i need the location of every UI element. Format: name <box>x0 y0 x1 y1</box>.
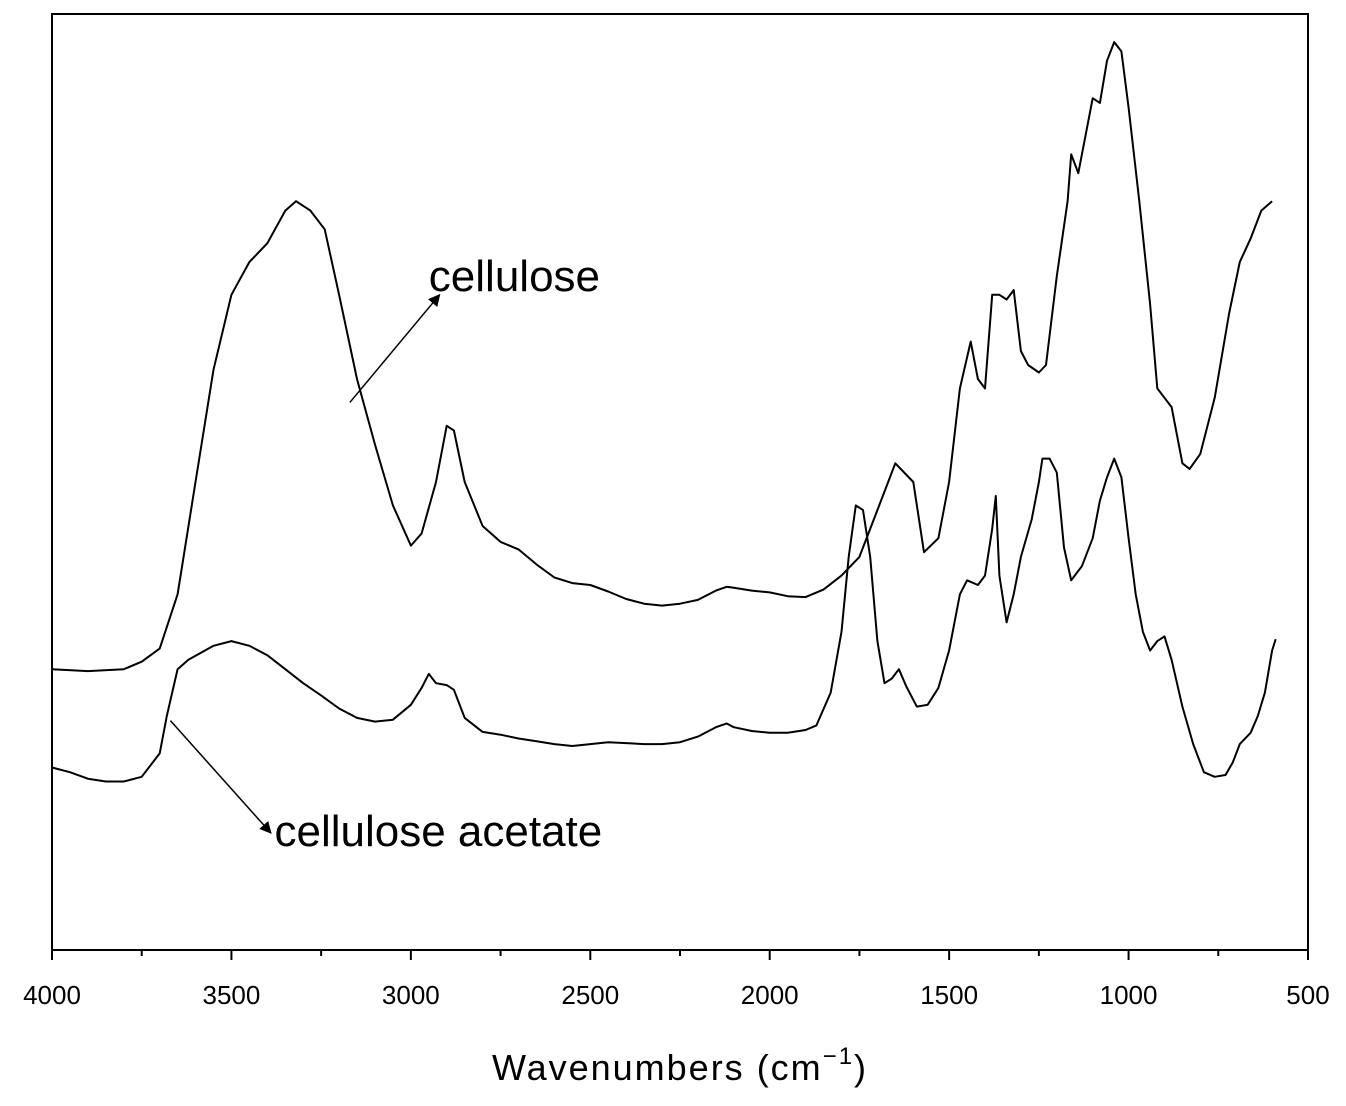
x-axis-title-suffix: ) <box>854 1047 868 1088</box>
arrow-cellulose <box>349 293 441 403</box>
x-tick-label-4000: 4000 <box>23 980 81 1010</box>
series-layer <box>51 41 1277 783</box>
series-cellulose-acetate <box>51 457 1277 783</box>
x-axis-ticks <box>51 950 1309 960</box>
x-axis-tick-labels: 4000 3500 3000 2500 2000 1500 1000 500 <box>23 980 1330 1010</box>
x-tick-label-1000: 1000 <box>1100 980 1158 1010</box>
x-axis-title-superscript: −1 <box>823 1043 854 1070</box>
x-tick-label-3000: 3000 <box>382 980 440 1010</box>
x-tick-label-2000: 2000 <box>741 980 799 1010</box>
x-tick-label-500: 500 <box>1286 980 1329 1010</box>
label-cellulose: cellulose <box>429 252 600 301</box>
x-tick-label-2500: 2500 <box>561 980 619 1010</box>
x-axis-title-main: Wavenumbers (cm <box>492 1047 823 1088</box>
arrow-cellulose-acetate <box>169 720 272 834</box>
x-tick-label-1500: 1500 <box>920 980 978 1010</box>
label-cellulose-acetate: cellulose acetate <box>274 807 602 856</box>
plot-frame <box>51 13 1309 951</box>
x-axis-title: Wavenumbers (cm−1) <box>492 1043 868 1088</box>
annotation-layer: cellulose cellulose acetate <box>169 252 602 856</box>
series-cellulose <box>51 41 1273 673</box>
x-tick-label-3500: 3500 <box>203 980 261 1010</box>
